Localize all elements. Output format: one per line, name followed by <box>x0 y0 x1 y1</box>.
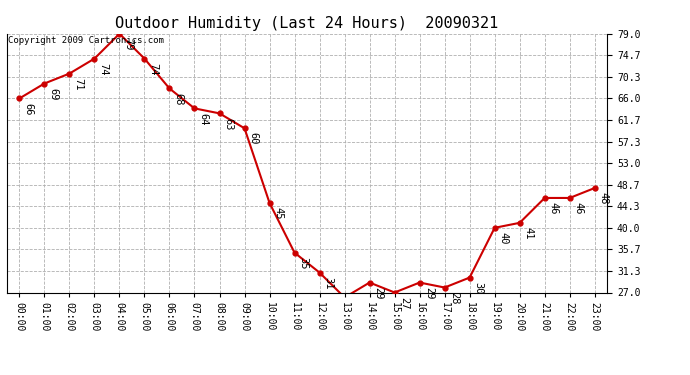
Text: 27: 27 <box>399 297 408 309</box>
Text: 68: 68 <box>174 93 184 105</box>
Text: 29: 29 <box>374 287 384 299</box>
Text: 30: 30 <box>474 282 484 294</box>
Text: 74: 74 <box>99 63 108 75</box>
Text: 71: 71 <box>74 78 83 90</box>
Text: 46: 46 <box>574 202 584 214</box>
Title: Outdoor Humidity (Last 24 Hours)  20090321: Outdoor Humidity (Last 24 Hours) 2009032… <box>115 16 499 31</box>
Text: 66: 66 <box>23 103 34 115</box>
Text: 74: 74 <box>148 63 159 75</box>
Text: 31: 31 <box>324 277 334 289</box>
Text: 45: 45 <box>274 207 284 220</box>
Text: 79: 79 <box>124 38 134 50</box>
Text: 26: 26 <box>0 374 1 375</box>
Text: 63: 63 <box>224 117 234 130</box>
Text: 69: 69 <box>48 88 59 100</box>
Text: Copyright 2009 Cartronics.com: Copyright 2009 Cartronics.com <box>8 36 164 45</box>
Text: 60: 60 <box>248 132 259 145</box>
Text: 40: 40 <box>499 232 509 244</box>
Text: 29: 29 <box>424 287 434 299</box>
Text: 35: 35 <box>299 257 308 269</box>
Text: 28: 28 <box>448 292 459 304</box>
Text: 64: 64 <box>199 112 208 125</box>
Text: 46: 46 <box>549 202 559 214</box>
Text: 48: 48 <box>599 192 609 205</box>
Text: 41: 41 <box>524 227 534 240</box>
